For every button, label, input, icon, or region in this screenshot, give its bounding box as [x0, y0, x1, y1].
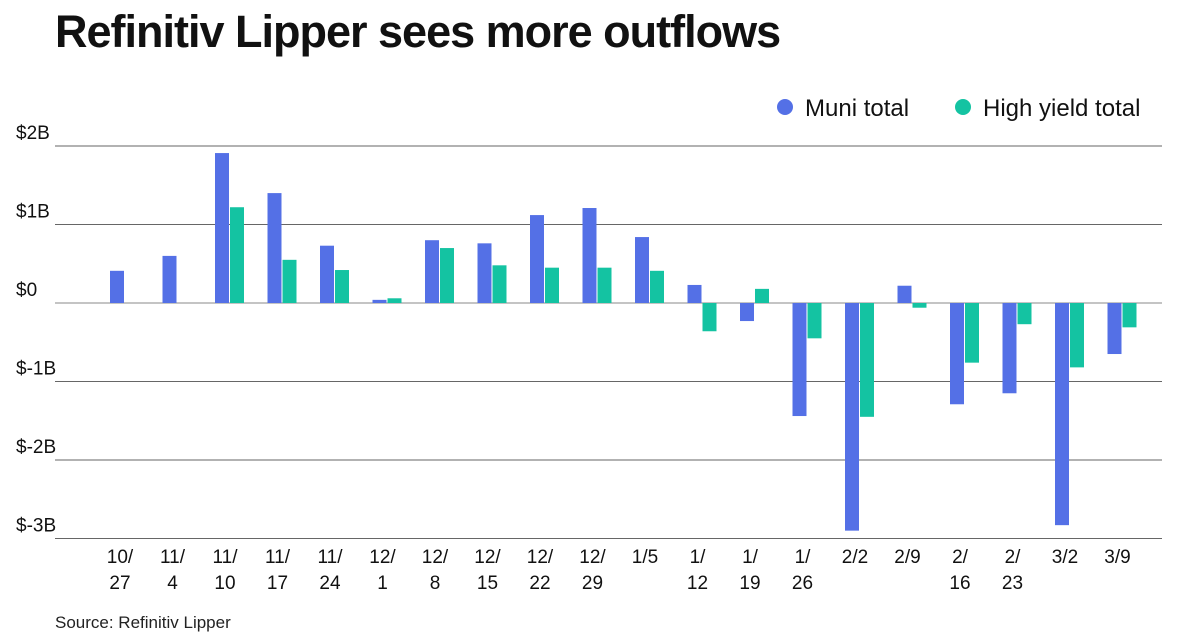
x-tick-label: 24	[319, 573, 341, 594]
bar-high-yield	[335, 270, 349, 303]
bar-muni	[267, 193, 282, 303]
x-tick-label: 29	[582, 573, 603, 594]
source-note: Source: Refinitiv Lipper	[55, 613, 231, 632]
bar-muni	[1055, 303, 1069, 526]
x-tick-label: 12/	[579, 547, 606, 568]
bar-muni	[740, 303, 754, 322]
x-tick-label: 10/	[107, 547, 134, 568]
x-tick-label: 11/	[317, 547, 343, 568]
bar-muni	[425, 240, 439, 303]
bar-muni	[687, 284, 702, 303]
y-tick-label: $-3B	[16, 516, 56, 537]
bar-high-yield	[597, 267, 612, 303]
x-tick-label: 3/9	[1104, 547, 1130, 568]
x-tick-label: 1/	[742, 547, 759, 568]
x-tick-label: 19	[739, 573, 760, 594]
y-tick-label: $0	[16, 280, 37, 301]
x-tick-label: 12/	[422, 547, 449, 568]
bar-high-yield	[387, 298, 402, 303]
bar-high-yield	[807, 303, 822, 339]
x-tick-label: 12/	[474, 547, 501, 568]
bar-high-yield	[912, 303, 927, 308]
x-tick-label: 26	[792, 573, 813, 594]
x-tick-label: 8	[430, 573, 441, 594]
x-tick-label: 1/5	[632, 547, 658, 568]
bar-high-yield	[860, 303, 874, 417]
y-tick-label: $1B	[16, 202, 50, 223]
bar-high-yield	[1017, 303, 1032, 325]
x-tick-label: 11/	[265, 547, 291, 568]
x-tick-label: 2/	[952, 547, 969, 568]
x-tick-label: 17	[267, 573, 288, 594]
bar-muni	[530, 215, 544, 303]
bar-muni	[792, 303, 807, 417]
bar-muni	[845, 303, 859, 531]
bar-high-yield	[702, 303, 717, 332]
x-tick-label: 27	[109, 573, 130, 594]
x-tick-label: 2/9	[894, 547, 920, 568]
x-tick-label: 2/2	[842, 547, 868, 568]
bar-muni	[477, 243, 492, 303]
bar-muni	[1002, 303, 1017, 394]
x-tick-label: 4	[167, 573, 178, 594]
bar-high-yield	[230, 207, 244, 303]
bar-muni	[110, 270, 124, 303]
bar-high-yield	[650, 270, 664, 303]
bar-high-yield	[755, 288, 769, 303]
x-tick-label: 1/	[795, 547, 812, 568]
x-tick-label: 11/	[212, 547, 238, 568]
x-tick-label: 12/	[369, 547, 396, 568]
x-tick-label: 10	[214, 573, 235, 594]
y-tick-label: $2B	[16, 123, 50, 144]
bar-muni	[582, 208, 597, 303]
y-tick-label: $-2B	[16, 437, 56, 458]
legend-marker	[777, 99, 793, 115]
x-tick-label: 2/	[1005, 547, 1022, 568]
x-tick-label: 12	[687, 573, 708, 594]
bar-muni	[950, 303, 964, 405]
x-tick-label: 12/	[527, 547, 554, 568]
x-tick-label: 1	[377, 573, 388, 594]
legend-label: Muni total	[805, 95, 909, 122]
bar-muni	[215, 153, 229, 303]
bar-muni	[635, 237, 649, 303]
bar-muni	[897, 285, 912, 303]
bar-muni	[1107, 303, 1122, 355]
chart-title: Refinitiv Lipper sees more outflows	[55, 6, 781, 57]
x-tick-label: 22	[529, 573, 550, 594]
x-tick-label: 15	[477, 573, 498, 594]
x-tick-label: 16	[949, 573, 970, 594]
y-tick-label: $-1B	[16, 359, 56, 380]
x-tick-label: 11/	[160, 547, 186, 568]
bar-high-yield	[440, 248, 454, 303]
x-tick-label: 1/	[690, 547, 707, 568]
bar-high-yield	[545, 267, 559, 303]
bar-high-yield	[1070, 303, 1084, 368]
bar-muni	[162, 255, 177, 303]
bar-muni	[372, 299, 387, 303]
legend-label: High yield total	[983, 95, 1140, 122]
x-tick-label: 23	[1002, 573, 1023, 594]
x-tick-label: 3/2	[1052, 547, 1078, 568]
bar-high-yield	[1122, 303, 1137, 328]
bar-high-yield	[282, 259, 297, 303]
legend-marker	[955, 99, 971, 115]
bar-high-yield	[965, 303, 979, 363]
bar-high-yield	[492, 265, 507, 303]
bar-muni	[320, 245, 334, 303]
